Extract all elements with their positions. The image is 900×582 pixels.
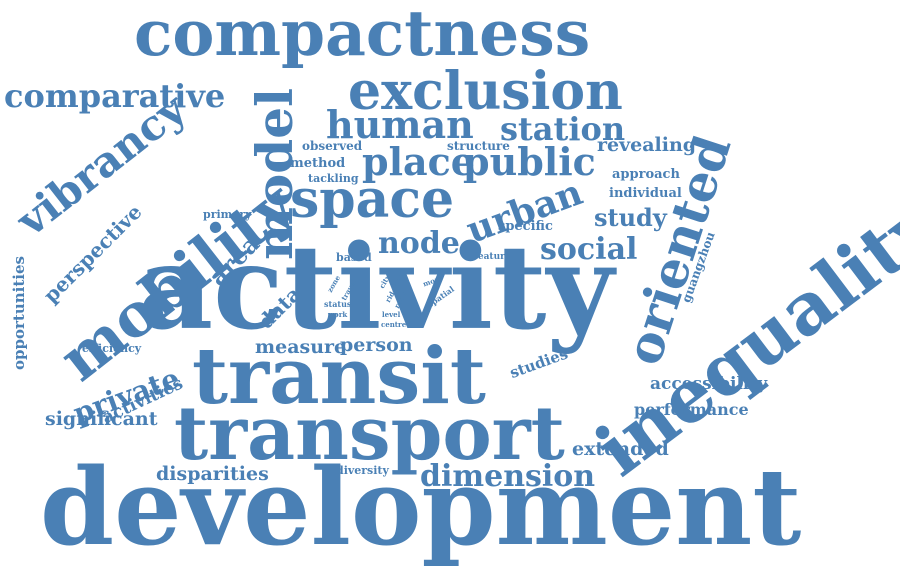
word-individual: individual [609, 186, 682, 201]
word-primary: primary [203, 208, 252, 221]
word-disparities: disparities [156, 463, 269, 485]
word-human: human [326, 102, 474, 147]
word-public: public [463, 139, 596, 184]
word-extended: extended [572, 438, 669, 460]
word-method: method [290, 156, 346, 171]
word-study: study [594, 203, 667, 232]
word-revealing: revealing [597, 134, 697, 156]
word-efficiency: efficiency [82, 342, 142, 355]
word-transit: transit [192, 331, 486, 422]
word-compactness: compactness [134, 0, 591, 70]
word-specific: specific [498, 219, 553, 234]
word-work: work [328, 310, 348, 319]
word-performance: performance [634, 400, 749, 419]
word-comparative: comparative [4, 77, 226, 115]
word-space: space [290, 169, 455, 230]
word-level: level [382, 310, 401, 319]
word-exclusion: exclusion [348, 61, 623, 122]
word-significant: significant [45, 408, 158, 430]
word-observed: observed [302, 139, 363, 153]
word-measure: measure [255, 336, 347, 358]
word-dimension: dimension [420, 459, 596, 494]
word-tackling: tackling [308, 172, 359, 185]
word-diversity: diversity [336, 464, 389, 477]
word-feature: feature [474, 252, 511, 262]
word-approach: approach [612, 167, 680, 182]
word-station: station [500, 110, 626, 148]
word-transport: transport [174, 391, 565, 477]
word-based: based [336, 251, 372, 264]
word-social: social [540, 232, 638, 267]
word-person: person [340, 334, 413, 356]
word-development: development [40, 444, 802, 569]
word-activity: activity [138, 220, 614, 356]
word-place: place [362, 139, 475, 184]
word-status: status [324, 299, 352, 309]
word-opportunities: opportunities [10, 256, 28, 370]
word-accessibility: accessibility [650, 374, 768, 394]
word-centre: centre [381, 320, 407, 329]
word-model: model [245, 87, 304, 260]
word-node: node [378, 226, 460, 261]
word-structure: structure [447, 139, 510, 153]
